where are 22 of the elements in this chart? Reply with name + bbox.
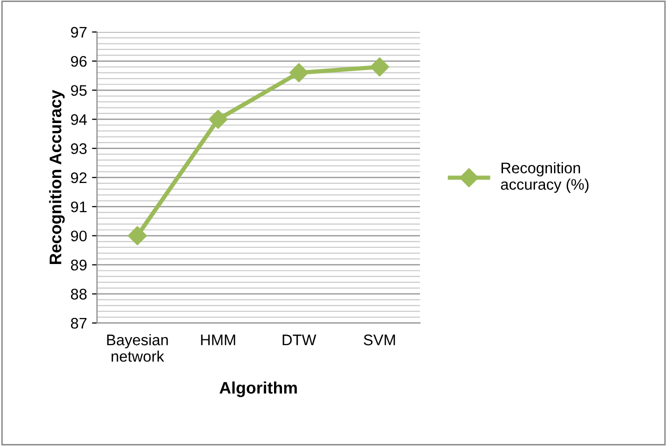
y-tick-label: 87: [70, 318, 87, 329]
y-tick-label: 89: [70, 260, 87, 270]
legend-label: Recognition accuracy (%): [500, 162, 589, 193]
point: [128, 226, 147, 246]
y-axis-title: Recognition Accuracy: [49, 90, 65, 264]
point: [289, 63, 308, 82]
x-axis-title: Algorithm: [220, 381, 297, 398]
x-tick-label: DTW: [282, 334, 316, 346]
x-tick-label: HMM: [201, 334, 236, 346]
y-tick-label: 88: [70, 288, 87, 300]
x-tick-label: SVM: [364, 334, 395, 346]
y-tick-label: 95: [71, 85, 87, 96]
y-tick-label: 92: [71, 172, 87, 184]
y-tick-label: 93: [71, 143, 87, 154]
y-tick-label: 91: [71, 201, 87, 212]
y-tick-label: 94: [71, 114, 87, 125]
y-tick-label: 90: [71, 230, 87, 242]
y-tick-label: 97: [71, 26, 87, 38]
y-tick-label: 96: [71, 56, 87, 67]
point: [370, 57, 390, 76]
x-tick-label: Bayesian network: [107, 334, 168, 362]
point: [208, 110, 228, 129]
